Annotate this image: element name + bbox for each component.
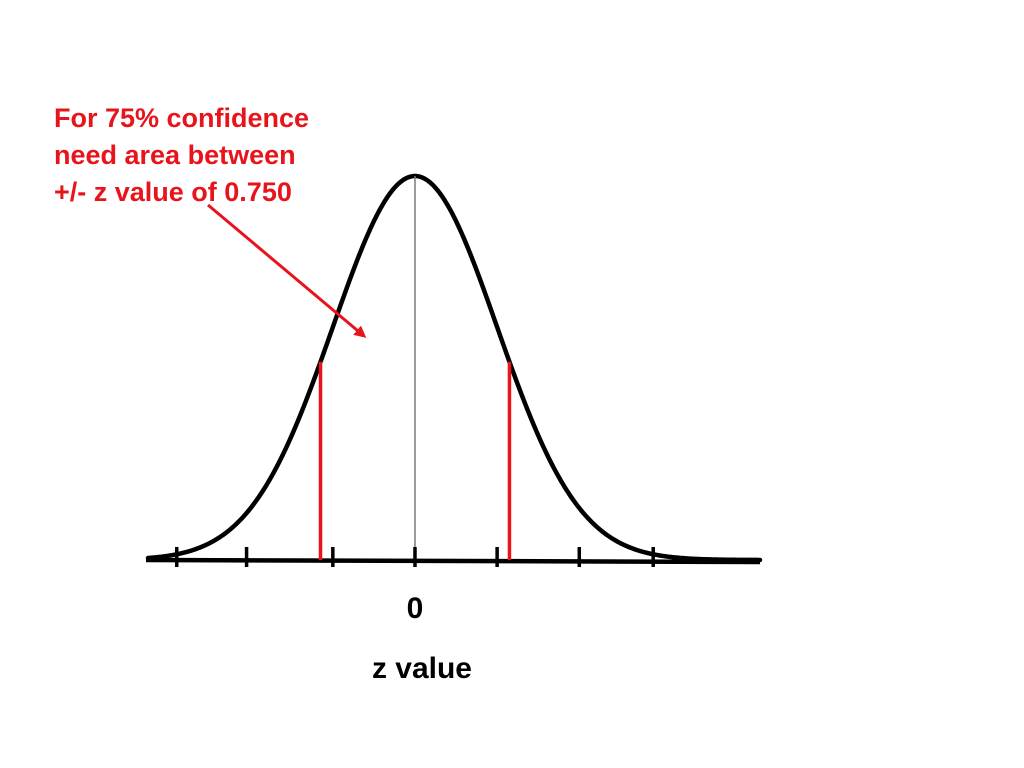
x-tick-label: 0 <box>407 592 424 625</box>
confidence-annotation: For 75% confidence need area between +/-… <box>54 100 374 211</box>
annotation-arrow <box>207 203 367 338</box>
labels-layer: 0 z value <box>207 203 472 685</box>
normal-curve <box>145 173 763 563</box>
annotation-line-2: need area between <box>54 140 296 170</box>
annotation-line-1: For 75% confidence <box>54 103 310 133</box>
critical-lines-layer <box>318 361 512 560</box>
axis-layer <box>145 547 761 567</box>
x-axis-title: z value <box>372 652 472 685</box>
x-axis-line <box>145 557 761 565</box>
annotation-line-3: +/- z value of 0.750 <box>54 177 292 207</box>
curve-layer <box>145 173 763 563</box>
